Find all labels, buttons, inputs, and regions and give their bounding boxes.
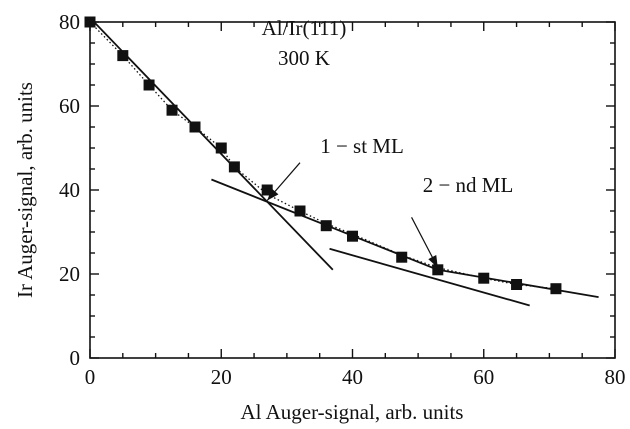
x-tick-label: 40 <box>342 365 363 389</box>
axes-layer <box>89 21 616 359</box>
plot-frame <box>89 21 616 359</box>
annotation-system: Al/Ir(111) <box>262 16 347 40</box>
x-axis-label: Al Auger-signal, arb. units <box>241 400 464 424</box>
data-point <box>189 121 201 133</box>
annotation-temperature: 300 K <box>278 46 330 70</box>
x-tick-label: 20 <box>211 365 232 389</box>
x-tick-label: 0 <box>85 365 96 389</box>
ticks-layer: 0 20 40 60 80 0 20 40 60 80 <box>59 10 626 389</box>
data-point <box>294 205 306 217</box>
data-point <box>228 161 240 173</box>
annotation-layer: Al/Ir(111) 300 K 1 − st ML 2 − nd ML <box>262 16 514 197</box>
y-tick-label: 40 <box>59 178 80 202</box>
data-point <box>396 251 408 263</box>
y-tick-label: 0 <box>70 346 81 370</box>
x-tick-label: 80 <box>605 365 626 389</box>
data-point <box>347 230 358 242</box>
arrow-1-head <box>267 188 279 201</box>
data-point <box>215 142 227 154</box>
x-tick-label: 60 <box>473 365 494 389</box>
data-point <box>550 283 562 295</box>
points-layer <box>84 16 562 295</box>
curves-layer <box>89 17 599 307</box>
data-point <box>320 220 332 232</box>
y-tick-label: 20 <box>59 262 80 286</box>
data-point <box>143 79 155 91</box>
y-tick-label: 80 <box>59 10 80 34</box>
y-tick-label: 60 <box>59 94 80 118</box>
fit-line-1 <box>89 17 334 271</box>
data-point <box>117 50 129 62</box>
data-point <box>511 279 523 290</box>
annotation-first-ml: 1 − st ML <box>320 134 404 158</box>
y-axis-label: Ir Auger-signal, arb. units <box>13 82 37 298</box>
fit-line-3 <box>329 247 530 307</box>
data-point <box>166 104 178 116</box>
data-point <box>432 264 444 276</box>
annotation-second-ml: 2 − nd ML <box>423 173 514 197</box>
data-point <box>478 272 490 284</box>
data-point <box>261 184 273 196</box>
